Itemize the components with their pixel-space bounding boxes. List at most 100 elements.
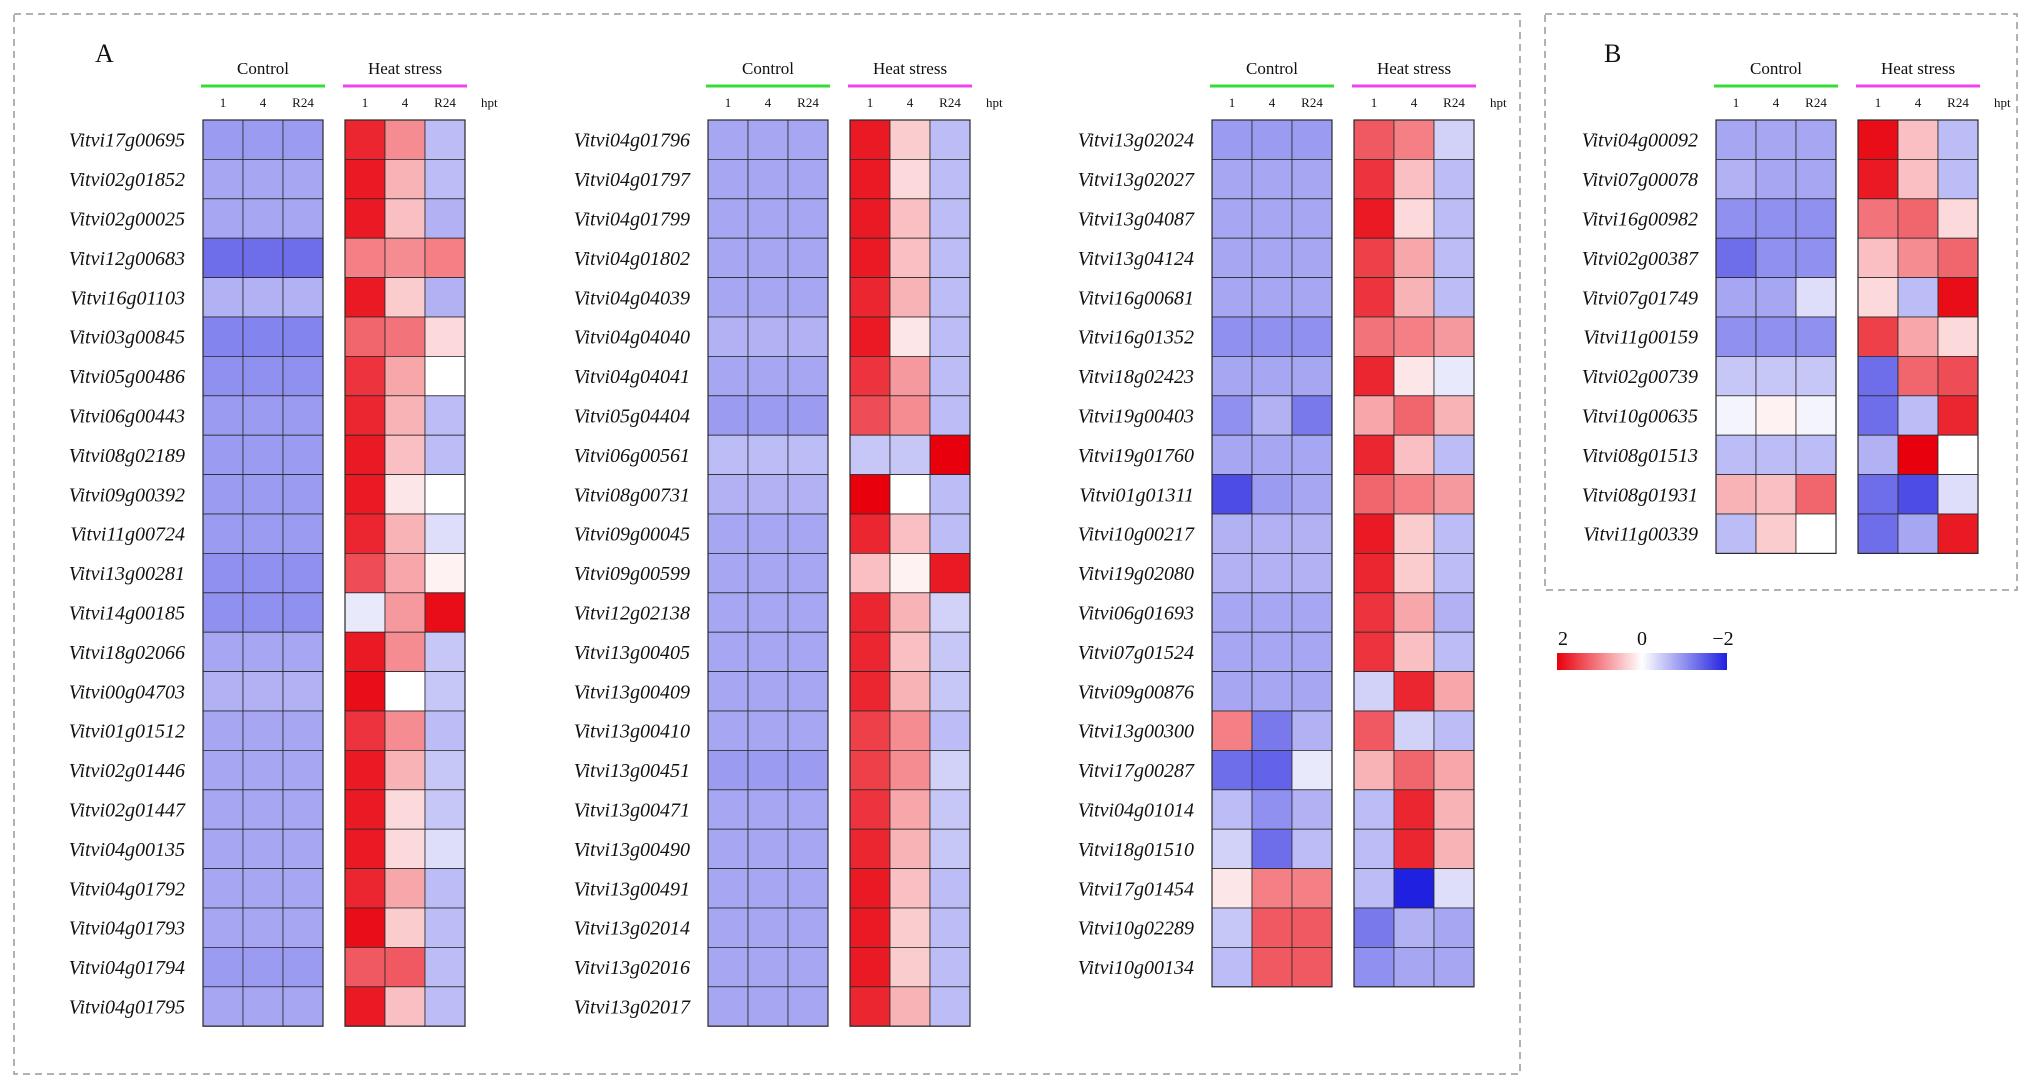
control-cell <box>787 828 829 870</box>
column-tick-label: 1 <box>1733 95 1740 110</box>
gene-label: Vitvi09g00045 <box>574 524 690 546</box>
control-cell <box>707 277 749 318</box>
heat-cell <box>424 710 466 751</box>
control-cell <box>747 947 789 988</box>
panel-b-label: B <box>1604 39 1621 68</box>
gene-label: Vitvi00g04703 <box>69 681 185 703</box>
heat-cell <box>1353 828 1395 870</box>
control-cell <box>787 474 829 515</box>
control-header: Control <box>237 59 289 78</box>
heat-cell <box>1433 434 1475 476</box>
heat-cell <box>849 553 891 594</box>
heat-cell <box>849 592 891 633</box>
heat-cell <box>384 474 426 515</box>
control-cell <box>707 671 749 712</box>
control-cell <box>747 158 789 200</box>
control-cell <box>1291 907 1333 948</box>
heat-cell <box>424 986 466 1027</box>
heat-cell <box>1433 355 1475 397</box>
control-cell <box>202 947 244 988</box>
control-cell <box>1715 513 1757 554</box>
control-cell <box>787 158 829 200</box>
gene-label: Vitvi04g01796 <box>574 130 690 152</box>
gene-label: Vitvi11g00339 <box>1583 524 1698 546</box>
gene-label: Vitvi08g00731 <box>574 484 690 506</box>
heat-cell <box>1857 119 1899 160</box>
control-cell <box>242 592 284 633</box>
heat-cell <box>1353 237 1395 278</box>
heat-stress-header: Heat stress <box>873 59 947 78</box>
control-cell <box>1291 474 1333 515</box>
control-cell <box>282 710 324 751</box>
gene-label: Vitvi08g01931 <box>1582 484 1698 506</box>
control-cell <box>1251 789 1293 830</box>
heat-cell <box>889 277 931 318</box>
heat-cell <box>849 986 891 1027</box>
gene-label: Vitvi13g00491 <box>574 878 690 900</box>
control-cell <box>1291 158 1333 200</box>
control-cell <box>747 553 789 594</box>
control-cell <box>242 553 284 594</box>
heat-cell <box>1937 237 1979 278</box>
heat-cell <box>384 907 426 948</box>
gene-label: Vitvi13g00300 <box>1078 721 1194 743</box>
control-cell <box>707 395 749 436</box>
control-cell <box>1715 474 1757 515</box>
control-cell <box>707 907 749 948</box>
control-cell <box>707 947 749 988</box>
heat-cell <box>344 789 386 830</box>
gene-label: Vitvi03g00845 <box>69 327 185 349</box>
heat-cell <box>1433 631 1475 673</box>
control-cell <box>1251 710 1293 751</box>
heat-cell <box>1897 237 1939 278</box>
control-cell <box>1291 119 1333 160</box>
control-cell <box>1755 158 1797 200</box>
gene-label: Vitvi09g00599 <box>574 563 690 585</box>
heat-cell <box>1433 198 1475 239</box>
heat-cell <box>849 671 891 712</box>
gene-label: Vitvi08g01513 <box>1582 445 1698 467</box>
gene-label: Vitvi13g02024 <box>1078 130 1194 152</box>
gene-label: Vitvi19g00403 <box>1078 406 1194 428</box>
heat-cell <box>1353 434 1395 476</box>
control-cell <box>787 513 829 554</box>
control-cell <box>1251 592 1293 633</box>
heat-cell <box>424 947 466 988</box>
heat-cell <box>1857 316 1899 357</box>
heat-cell <box>424 789 466 830</box>
control-cell <box>747 316 789 357</box>
heat-cell <box>889 710 931 751</box>
control-cell <box>707 553 749 594</box>
heat-cell <box>1433 119 1475 160</box>
gene-label: Vitvi04g00135 <box>69 839 185 861</box>
control-cell <box>747 474 789 515</box>
heat-cell <box>1857 277 1899 318</box>
heat-cell <box>344 355 386 397</box>
column-tick-label: 1 <box>1371 95 1378 110</box>
gene-label: Vitvi01g01311 <box>1079 484 1194 506</box>
block-border <box>849 119 971 1027</box>
heat-cell <box>1857 434 1899 476</box>
gene-label: Vitvi17g01454 <box>1078 878 1194 900</box>
heat-cell <box>1393 395 1435 436</box>
heat-cell <box>929 553 971 594</box>
control-cell <box>787 395 829 436</box>
heat-cell <box>889 119 931 160</box>
gene-label: Vitvi04g01793 <box>69 918 185 940</box>
gene-label: Vitvi13g02027 <box>1078 169 1195 191</box>
control-cell <box>1291 671 1333 712</box>
heatmap-block: Control 1 4 R24 Heat stress 1 4 R24 hpt Vitvi04g0… <box>1582 59 2011 554</box>
heat-cell <box>849 395 891 436</box>
control-cell <box>1291 395 1333 436</box>
control-cell <box>1251 158 1293 200</box>
control-cell <box>282 434 324 476</box>
control-cell <box>707 631 749 673</box>
gene-label: Vitvi05g00486 <box>69 366 185 388</box>
control-cell <box>1251 395 1293 436</box>
block-border <box>1715 119 1837 554</box>
heat-cell <box>1353 631 1395 673</box>
gene-label: Vitvi13g00281 <box>69 563 185 585</box>
heat-cell <box>889 434 931 476</box>
heat-cell <box>1393 671 1435 712</box>
control-cell <box>707 474 749 515</box>
